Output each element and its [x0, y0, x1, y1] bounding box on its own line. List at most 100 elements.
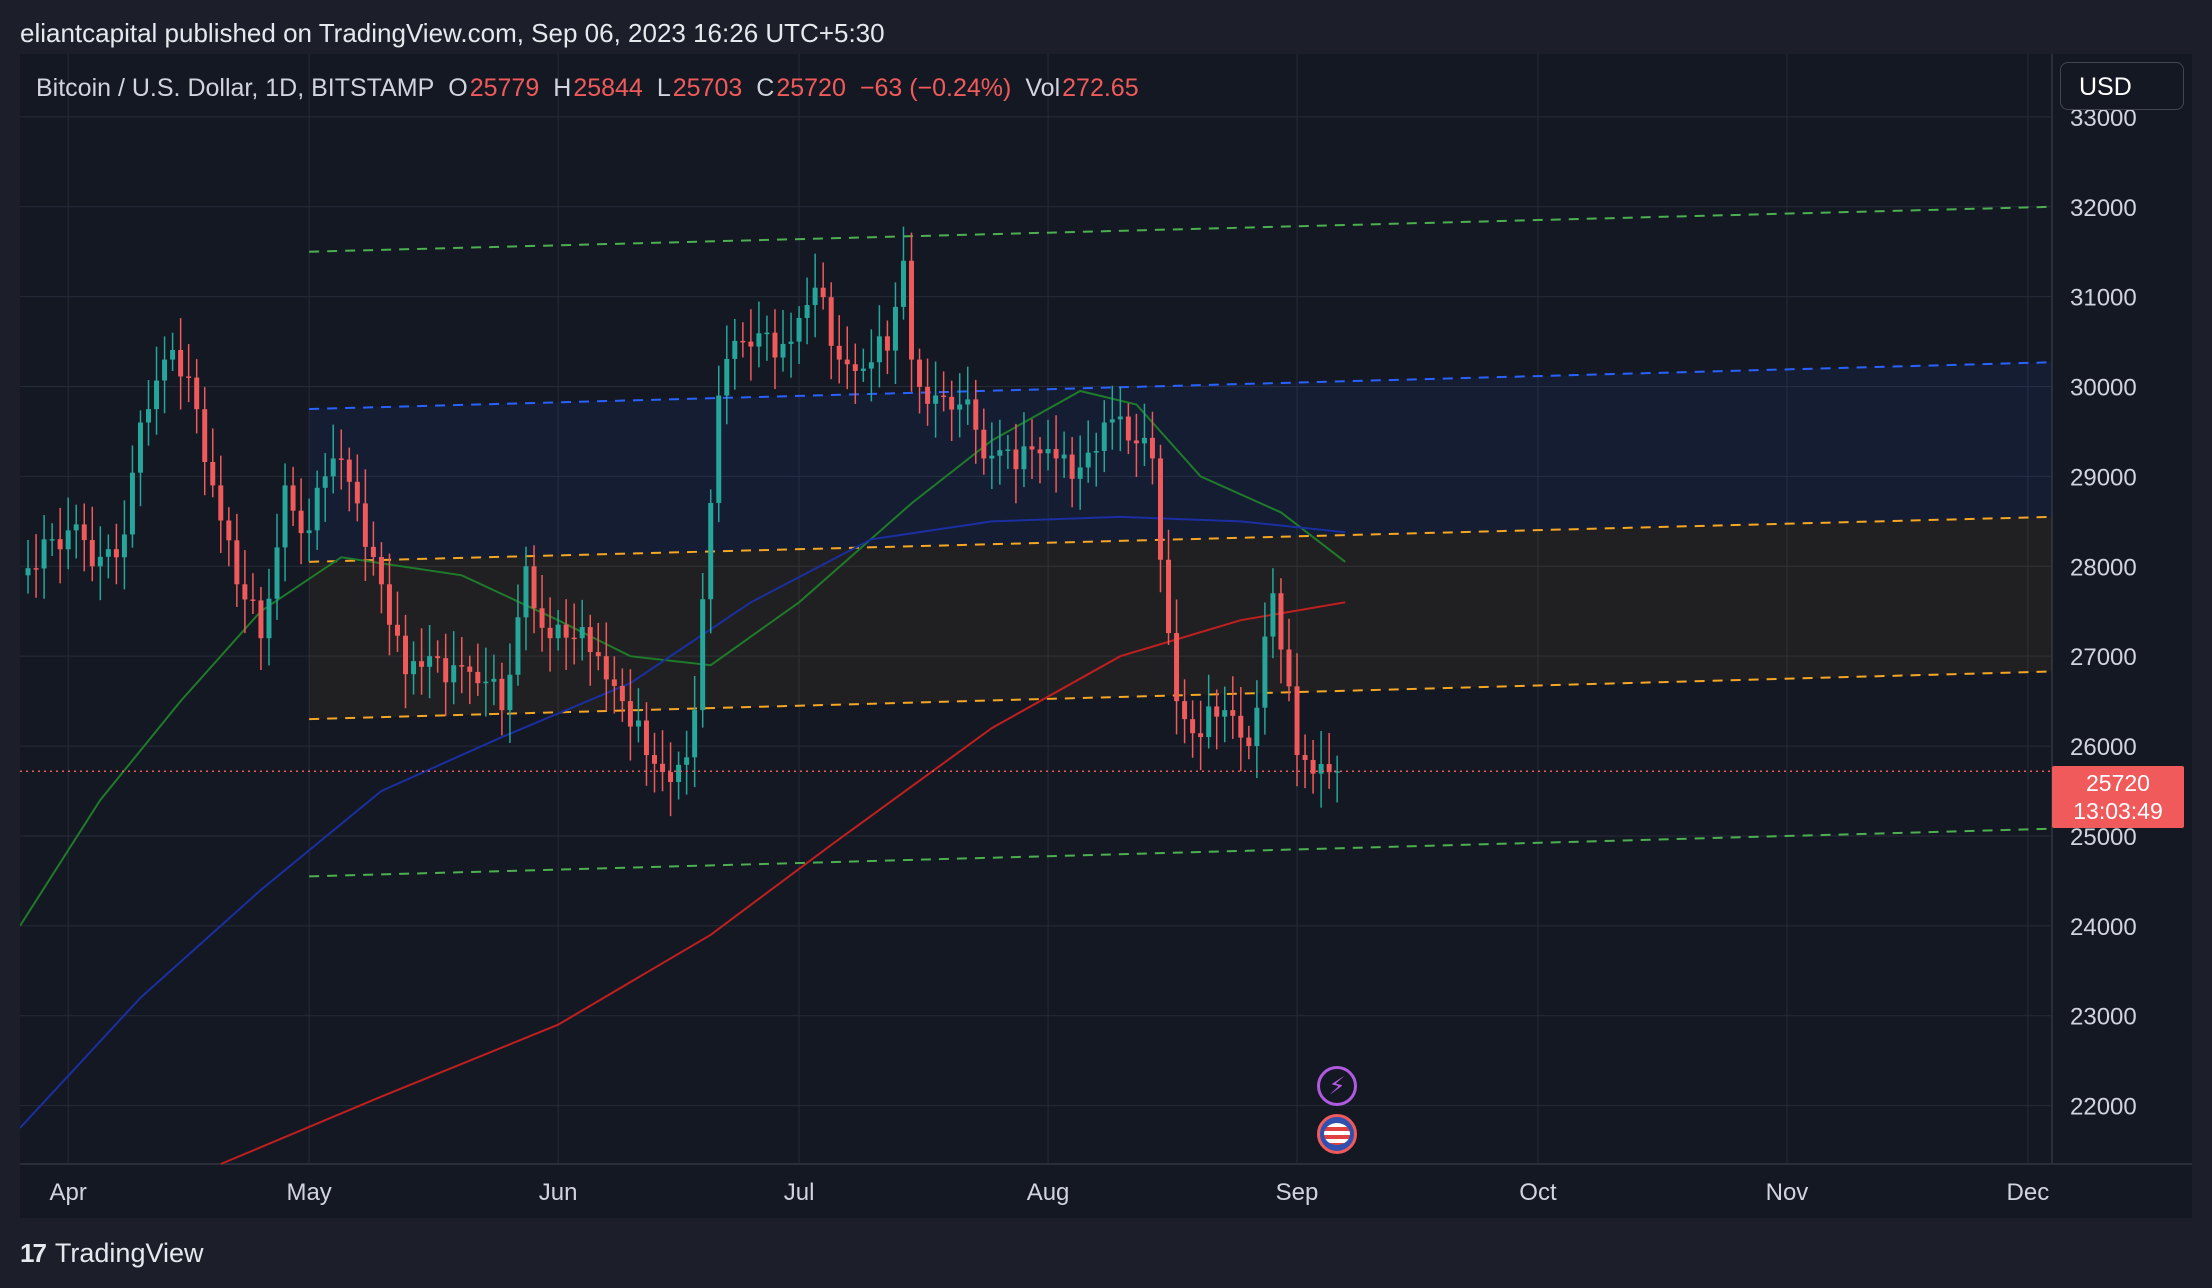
candle-body: [949, 396, 955, 410]
chart-area[interactable]: 33000 32000 31000 30000 29000 28000 27000 26000…: [20, 54, 2192, 1218]
candle-body: [1021, 446, 1027, 470]
candle-body: [1166, 559, 1172, 634]
candle-body: [443, 658, 449, 683]
x-tick-label: Jul: [784, 1179, 815, 1206]
candle-body: [828, 297, 834, 346]
candle-body: [459, 665, 465, 667]
currency-button[interactable]: USD: [2060, 62, 2184, 110]
candle-body: [1005, 449, 1011, 451]
candle-body: [1125, 416, 1131, 441]
candle-body: [435, 656, 441, 659]
candle-body: [1045, 449, 1051, 454]
candle-body: [1334, 771, 1340, 773]
candle-body: [668, 772, 674, 783]
candle-body: [812, 287, 818, 305]
y-tick-label: 32000: [2070, 195, 2137, 222]
last-price-tag: 25720 13:03:49: [2052, 766, 2184, 828]
candle-body: [627, 701, 633, 727]
channel-line-2: [309, 515, 2053, 563]
moving-average-ma_green: [20, 389, 1346, 927]
candle-body: [981, 429, 987, 459]
candle-body: [290, 485, 296, 511]
candle-body: [555, 624, 561, 639]
legend-close: C 25720: [756, 74, 846, 102]
price-chart[interactable]: 3300032000310003000029000280002700026000…: [20, 54, 2192, 1218]
candle-body: [411, 661, 417, 675]
candle-body: [660, 763, 666, 773]
candle-body: [427, 656, 433, 667]
candle-body: [370, 546, 376, 557]
candle-body: [1206, 706, 1212, 738]
candle-body: [595, 652, 601, 657]
candle-body: [210, 461, 216, 486]
candle-body: [820, 287, 826, 298]
candle-body: [354, 481, 360, 504]
candle-body: [652, 755, 657, 764]
candle-body: [1093, 450, 1099, 453]
candle-body: [1053, 449, 1059, 459]
y-tick-label: 22000: [2070, 1094, 2137, 1121]
candle-body: [965, 399, 971, 405]
candle-body: [89, 540, 95, 567]
candle-body: [1069, 454, 1075, 479]
candle-body: [1158, 458, 1163, 560]
legend-volume: Vol 272.65: [1025, 74, 1139, 102]
candle-body: [475, 671, 481, 684]
x-tick-label: Oct: [1519, 1179, 1557, 1206]
candle-body: [788, 341, 794, 344]
candle-body: [531, 566, 537, 609]
channel-line-4: [309, 827, 2053, 878]
y-tick-label: 23000: [2070, 1004, 2137, 1031]
candle-body: [386, 584, 392, 625]
tradingview-brand: TradingView: [54, 1238, 204, 1268]
candle-body: [25, 568, 31, 576]
candle-body: [643, 720, 649, 756]
candle-body: [619, 685, 625, 702]
candle-body: [105, 549, 111, 557]
x-tick-label: Sep: [1276, 1179, 1319, 1206]
candle-body: [523, 566, 529, 618]
candle-body: [700, 599, 706, 711]
candle-body: [933, 395, 939, 404]
candle-body: [282, 485, 288, 548]
candle-body: [925, 386, 931, 404]
lightning-event-icon[interactable]: ⚡: [1317, 1066, 1357, 1106]
legend-change: −63 (−0.24%): [859, 74, 1012, 102]
legend-low: L 25703: [656, 74, 743, 102]
candle-body: [499, 678, 505, 711]
candle-body: [635, 720, 641, 727]
candle-body: [81, 524, 87, 541]
candle-body: [860, 368, 866, 371]
candle-body: [330, 458, 336, 477]
us-flag-event-icon[interactable]: [1317, 1114, 1357, 1154]
candle-body: [33, 568, 39, 570]
candle-body: [852, 364, 858, 371]
candle-body: [1302, 755, 1308, 761]
candle-body: [692, 710, 698, 758]
candle-body: [909, 260, 914, 360]
candle-body: [162, 359, 168, 381]
tradingview-logo-icon: 17: [20, 1238, 47, 1268]
candle-body: [129, 472, 135, 535]
candle-body: [1109, 419, 1115, 423]
candle-body: [507, 674, 513, 711]
candle-body: [571, 637, 577, 640]
candle-body: [73, 524, 79, 531]
candle-body: [579, 627, 585, 639]
candle-body: [362, 503, 368, 547]
x-tick-label: Apr: [50, 1179, 87, 1206]
legend-high: H 25844: [553, 74, 643, 102]
candle-body: [684, 757, 690, 765]
candle-body: [1117, 416, 1123, 420]
candle-body: [1085, 452, 1091, 468]
candle-body: [57, 539, 63, 550]
candle-body: [1254, 707, 1260, 747]
footer-branding: 17 TradingView: [20, 1238, 204, 1269]
candle-body: [997, 450, 1003, 456]
x-tick-label: Nov: [1766, 1179, 1809, 1206]
candle-body: [451, 665, 457, 683]
symbol-name: Bitcoin / U.S. Dollar, 1D, BITSTAMP: [36, 74, 435, 102]
channel-line-3: [309, 670, 2053, 721]
candle-body: [1270, 593, 1276, 637]
y-tick-label: 28000: [2070, 554, 2137, 581]
